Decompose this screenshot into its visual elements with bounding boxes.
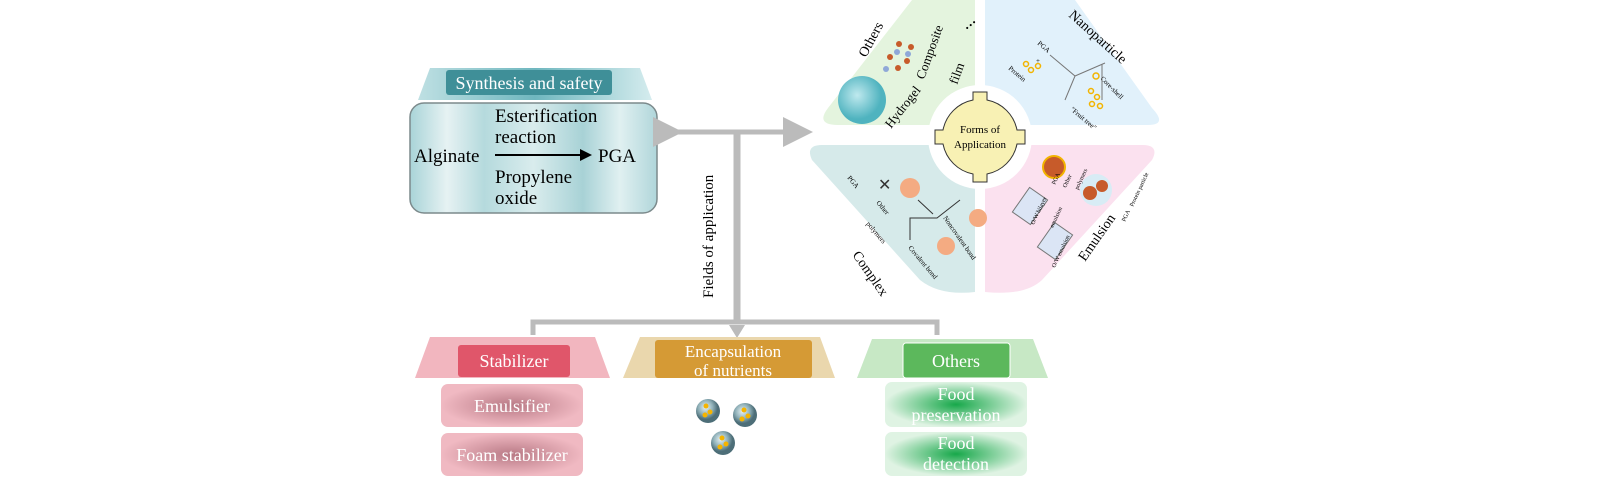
others-title-box (902, 342, 1011, 379)
quadrant-complex (809, 145, 975, 293)
encapsulation-title-box (655, 340, 812, 378)
emulsion-other: Other (1062, 174, 1073, 189)
foam-stabilizer-label: Foam stabilizer (456, 445, 567, 465)
np-branches (1049, 54, 1106, 101)
np-particles-icon (1022, 60, 1104, 110)
stabilizer-title: Stabilizer (480, 351, 549, 371)
category-others: Others Food preservation Food detection (857, 339, 1048, 476)
reagent-2: oxide (495, 188, 537, 209)
hydrogel-icon (838, 76, 886, 124)
forms-of-application: Forms of Application Others Hydrogel Com… (809, 0, 1160, 300)
complex-title: Complex (849, 249, 891, 300)
oil-droplet (1096, 180, 1108, 192)
complex-cross-icon: ✕ (878, 177, 891, 194)
synthesis-box (409, 102, 658, 214)
branch-line (530, 319, 940, 335)
emulsion-pga: PGA (1051, 172, 1062, 186)
polymer-ball (969, 209, 987, 227)
center-badge (934, 91, 1026, 183)
bilayer-droplet-icon (1042, 155, 1066, 179)
encapsulation-title-1: Encapsulation (685, 342, 782, 361)
connectors (530, 117, 940, 338)
oil-droplet (1083, 186, 1097, 200)
emulsion-legend-pga: PGA (1121, 209, 1132, 223)
center-line-1: Forms of (960, 124, 1000, 136)
composite-film-icon (883, 41, 914, 72)
fields-label: Fields of application (701, 174, 717, 298)
emulsifier-label: Emulsifier (474, 396, 550, 416)
synthesis-title-box (446, 70, 612, 95)
quadrant-emulsion (985, 145, 1155, 293)
encapsulation-title-2: of nutrients (694, 361, 772, 380)
ow-box (1036, 221, 1074, 261)
food-detection-1: Food (937, 433, 974, 453)
food-preservation-box (885, 382, 1027, 427)
center-line-2: Application (954, 139, 1006, 151)
food-detection-box (885, 432, 1027, 476)
np-plus: + (1036, 57, 1040, 65)
condition-1: Esterification (495, 106, 598, 127)
emulsifier-box (441, 384, 583, 427)
reactant: Alginate (414, 146, 479, 167)
category-stabilizer: Stabilizer Emulsifier Foam stabilizer (415, 337, 610, 476)
synthesis-panel: Synthesis and safety Esterification reac… (409, 68, 658, 214)
synthesis-title: Synthesis and safety (456, 73, 603, 93)
down-arrow-icon (729, 325, 745, 338)
ow-bilayer-box (1011, 186, 1049, 226)
condition-2: reaction (495, 127, 557, 148)
food-preservation-2: preservation (912, 405, 1001, 425)
quadrant-nanoparticle (985, 0, 1160, 125)
category-encapsulation: Encapsulation of nutrients (623, 337, 835, 455)
film-label: film (946, 61, 968, 86)
polymer-ball (937, 237, 955, 255)
food-preservation-1: Food (937, 384, 974, 404)
reagent-1: Propylene (495, 167, 572, 188)
food-detection-2: detection (923, 454, 989, 474)
others-title: Others (932, 351, 980, 371)
complex-lines (909, 199, 961, 240)
nutrient-capsules-icon (696, 399, 757, 455)
foam-stabilizer-box (441, 433, 583, 476)
polymer-ball (900, 178, 920, 198)
stabilizer-title-box (458, 345, 570, 377)
product: PGA (598, 146, 636, 167)
